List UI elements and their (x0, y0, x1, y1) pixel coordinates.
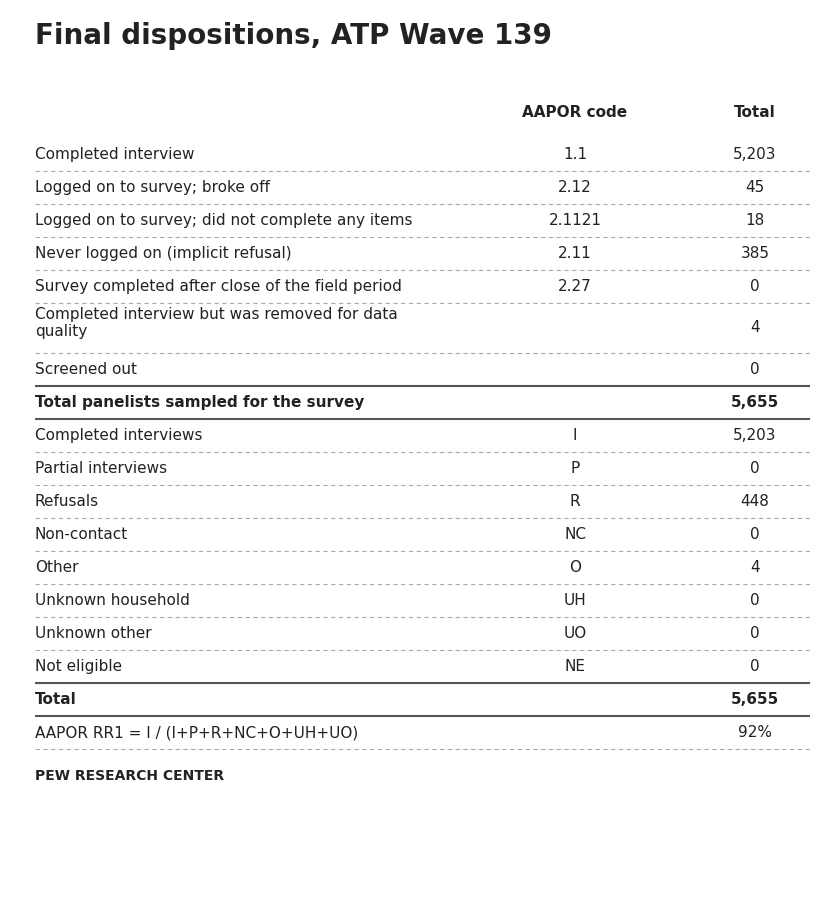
Text: Partial interviews: Partial interviews (35, 461, 167, 476)
Text: 5,655: 5,655 (731, 692, 780, 707)
Text: P: P (570, 461, 580, 476)
Text: 0: 0 (750, 626, 760, 641)
Text: UH: UH (564, 593, 586, 608)
Text: PEW RESEARCH CENTER: PEW RESEARCH CENTER (35, 769, 224, 783)
Text: Final dispositions, ATP Wave 139: Final dispositions, ATP Wave 139 (35, 22, 552, 50)
Text: R: R (570, 494, 580, 509)
Text: Logged on to survey; broke off: Logged on to survey; broke off (35, 180, 270, 195)
Text: Logged on to survey; did not complete any items: Logged on to survey; did not complete an… (35, 213, 412, 228)
Text: Completed interviews: Completed interviews (35, 428, 202, 443)
Text: Never logged on (implicit refusal): Never logged on (implicit refusal) (35, 246, 291, 261)
Text: 92%: 92% (738, 725, 772, 740)
Text: NC: NC (564, 527, 586, 542)
Text: 5,203: 5,203 (733, 147, 777, 162)
Text: Survey completed after close of the field period: Survey completed after close of the fiel… (35, 279, 402, 294)
Text: 1.1: 1.1 (563, 147, 587, 162)
Text: UO: UO (564, 626, 586, 641)
Text: Total panelists sampled for the survey: Total panelists sampled for the survey (35, 395, 365, 410)
Text: O: O (569, 560, 581, 575)
Text: 2.12: 2.12 (558, 180, 592, 195)
Text: 18: 18 (745, 213, 764, 228)
Text: quality: quality (35, 324, 87, 339)
Text: 4: 4 (750, 560, 760, 575)
Text: 4: 4 (750, 321, 760, 335)
Text: I: I (573, 428, 577, 443)
Text: 0: 0 (750, 279, 760, 294)
Text: Total: Total (734, 105, 776, 120)
Text: 5,203: 5,203 (733, 428, 777, 443)
Text: 5,655: 5,655 (731, 395, 780, 410)
Text: Not eligible: Not eligible (35, 659, 122, 674)
Text: Completed interview but was removed for data: Completed interview but was removed for … (35, 307, 398, 322)
Text: AAPOR code: AAPOR code (522, 105, 627, 120)
Text: 0: 0 (750, 461, 760, 476)
Text: 0: 0 (750, 593, 760, 608)
Text: Screened out: Screened out (35, 362, 137, 377)
Text: Refusals: Refusals (35, 494, 99, 509)
Text: 45: 45 (745, 180, 764, 195)
Text: Other: Other (35, 560, 78, 575)
Text: 2.11: 2.11 (558, 246, 592, 261)
Text: 0: 0 (750, 527, 760, 542)
Text: 2.1121: 2.1121 (549, 213, 601, 228)
Text: Non-contact: Non-contact (35, 527, 129, 542)
Text: NE: NE (564, 659, 585, 674)
Text: 0: 0 (750, 362, 760, 377)
Text: Unknown other: Unknown other (35, 626, 152, 641)
Text: 2.27: 2.27 (558, 279, 592, 294)
Text: 448: 448 (741, 494, 769, 509)
Text: 0: 0 (750, 659, 760, 674)
Text: AAPOR RR1 = I / (I+P+R+NC+O+UH+UO): AAPOR RR1 = I / (I+P+R+NC+O+UH+UO) (35, 725, 358, 740)
Text: Unknown household: Unknown household (35, 593, 190, 608)
Text: Completed interview: Completed interview (35, 147, 195, 162)
Text: Total: Total (35, 692, 76, 707)
Text: 385: 385 (741, 246, 769, 261)
